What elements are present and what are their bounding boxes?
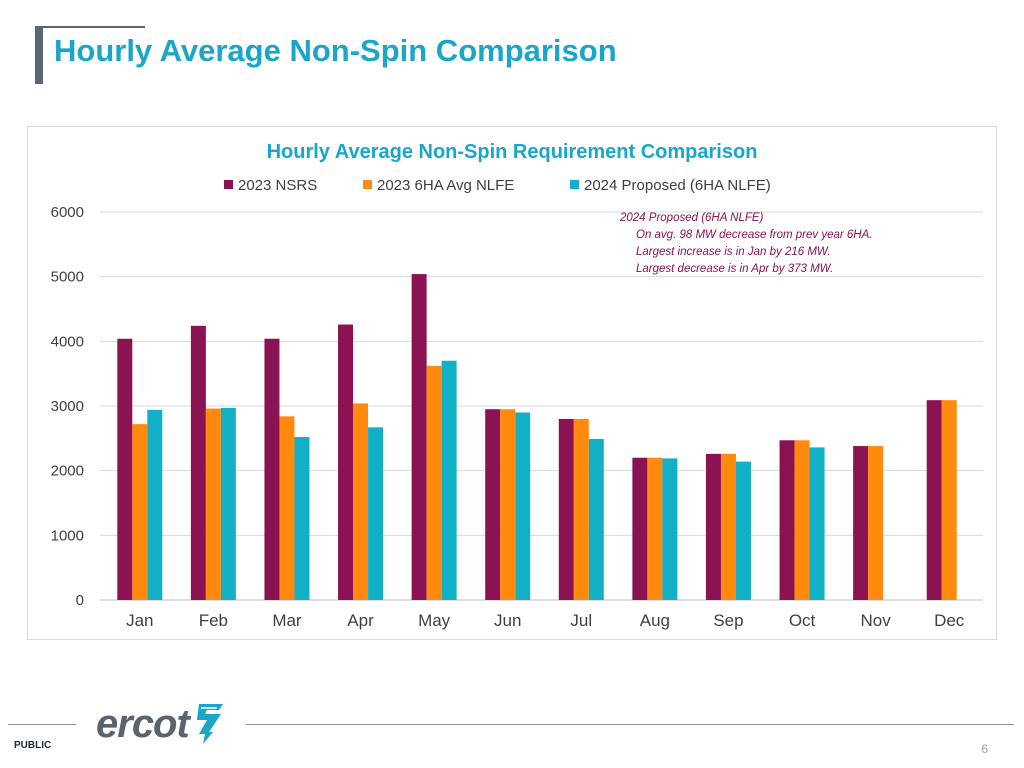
logo-wordmark: ercot xyxy=(96,701,190,746)
bar-aug-series-1 xyxy=(632,457,648,600)
legend-swatch-1 xyxy=(224,180,233,189)
bar-apr-series-2 xyxy=(353,403,369,600)
chart-container: Hourly Average Non-Spin Requirement Comp… xyxy=(27,126,997,640)
bar-mar-series-2 xyxy=(279,416,295,600)
bar-oct-series-3 xyxy=(809,447,825,600)
bar-dec-series-1 xyxy=(926,400,942,600)
page-number: 6 xyxy=(981,742,988,756)
x-tick-label: Feb xyxy=(199,611,228,630)
chart-annotation-line: Largest decrease is in Apr by 373 MW. xyxy=(636,263,833,275)
bar-chart: Hourly Average Non-Spin Requirement Comp… xyxy=(51,141,983,630)
chart-annotation-line: 2024 Proposed (6HA NLFE) xyxy=(619,212,764,224)
x-tick-label: Jan xyxy=(126,611,153,630)
y-tick-label: 0 xyxy=(76,592,84,609)
bar-oct-series-1 xyxy=(779,440,795,600)
bar-jan-series-2 xyxy=(132,424,148,600)
bar-may-series-3 xyxy=(441,360,457,600)
bar-may-series-1 xyxy=(411,274,427,600)
x-tick-label: Apr xyxy=(347,611,374,630)
y-tick-label: 2000 xyxy=(51,463,84,480)
x-tick-label: Mar xyxy=(272,611,302,630)
chart-title: Hourly Average Non-Spin Requirement Comp… xyxy=(267,141,758,163)
bar-apr-series-1 xyxy=(338,324,354,600)
bar-jun-series-1 xyxy=(485,409,501,600)
bar-feb-series-1 xyxy=(190,325,206,600)
ercot-logo: ercot xyxy=(96,700,227,748)
bar-aug-series-3 xyxy=(662,458,678,600)
x-tick-label: Dec xyxy=(934,611,965,630)
x-tick-label: Oct xyxy=(789,611,816,630)
bar-sep-series-2 xyxy=(720,453,736,600)
bar-oct-series-2 xyxy=(794,440,810,600)
bar-may-series-2 xyxy=(426,365,442,600)
y-tick-label: 6000 xyxy=(51,204,84,221)
legend-swatch-3 xyxy=(570,180,579,189)
footer-divider-right xyxy=(246,724,1014,725)
y-tick-label: 3000 xyxy=(51,398,84,415)
bar-dec-series-2 xyxy=(941,400,957,600)
legend-swatch-2 xyxy=(363,180,372,189)
legend-label-2: 2023 6HA Avg NLFE xyxy=(377,177,514,194)
classification-label: PUBLIC xyxy=(14,740,52,751)
title-accent-bar xyxy=(35,26,145,84)
bar-jan-series-3 xyxy=(147,409,163,600)
legend-label-1: 2023 NSRS xyxy=(238,177,317,194)
title-accent-horizontal xyxy=(43,26,145,28)
x-tick-label: Aug xyxy=(640,611,670,630)
x-tick-label: Sep xyxy=(713,611,743,630)
bar-jul-series-1 xyxy=(558,418,574,600)
x-tick-label: May xyxy=(418,611,451,630)
y-tick-label: 4000 xyxy=(51,333,84,350)
y-tick-label: 1000 xyxy=(51,527,84,544)
x-tick-label: Jun xyxy=(494,611,521,630)
bar-jun-series-2 xyxy=(500,409,516,600)
bar-feb-series-3 xyxy=(220,407,236,600)
chart-annotation-line: Largest increase is in Jan by 216 MW. xyxy=(636,246,831,258)
title-accent-vertical xyxy=(35,26,43,84)
x-tick-label: Jul xyxy=(570,611,592,630)
bar-sep-series-1 xyxy=(705,453,721,600)
bar-jul-series-3 xyxy=(588,438,604,600)
bar-feb-series-2 xyxy=(205,408,221,600)
x-tick-label: Nov xyxy=(861,611,892,630)
chart-annotation-line: On avg. 98 MW decrease from prev year 6H… xyxy=(636,229,872,241)
page-title: Hourly Average Non-Spin Comparison xyxy=(54,33,617,68)
bar-jan-series-1 xyxy=(117,338,133,600)
logo-bolt-icon xyxy=(196,704,223,744)
bar-mar-series-3 xyxy=(294,437,310,600)
bar-jun-series-3 xyxy=(515,412,531,600)
bar-nov-series-2 xyxy=(868,446,884,600)
footer-divider-left xyxy=(8,724,76,725)
bar-sep-series-3 xyxy=(735,461,751,600)
y-tick-label: 5000 xyxy=(51,269,84,286)
bar-mar-series-1 xyxy=(264,338,280,600)
legend-label-3: 2024 Proposed (6HA NLFE) xyxy=(584,177,771,194)
bar-apr-series-3 xyxy=(368,427,384,600)
bar-jul-series-2 xyxy=(573,418,589,600)
bar-aug-series-2 xyxy=(647,457,663,600)
bar-nov-series-1 xyxy=(853,446,869,600)
